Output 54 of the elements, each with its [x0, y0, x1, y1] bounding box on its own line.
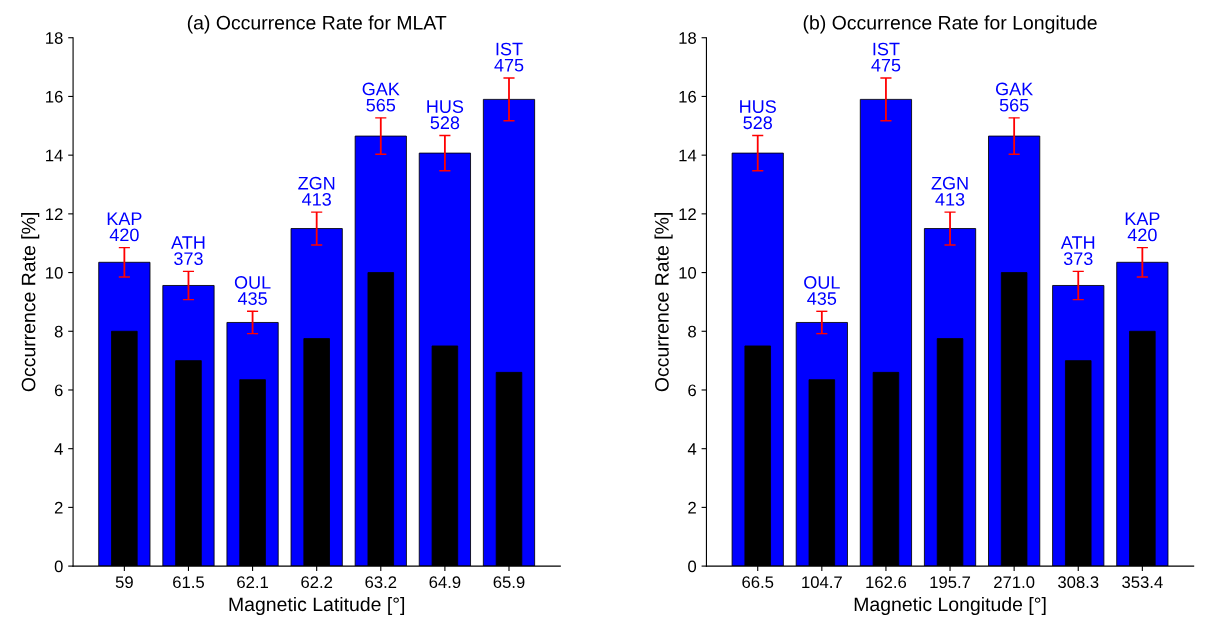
annotation: HUS 528 — [427, 100, 464, 130]
y-tick-label: 16 — [679, 90, 696, 103]
y-tick-label: 10 — [679, 266, 697, 279]
y-tick-label: 14 — [679, 149, 697, 162]
annotation: ATH 373 — [171, 236, 205, 266]
annotation: KAP 420 — [1125, 212, 1160, 242]
annotation: GAK 565 — [362, 82, 400, 112]
x-tick-label: 195.7 — [930, 576, 971, 589]
x-tick-label: 271.0 — [994, 576, 1035, 589]
x-axis-title: Magnetic Longitude [°] — [854, 596, 1046, 616]
x-tick-label: 59 — [115, 576, 133, 589]
annotation: ATH 373 — [1060, 236, 1095, 266]
x-tick-label: 162.6 — [866, 576, 907, 589]
y-tick-label: 4 — [54, 443, 63, 455]
y-tick-label: 12 — [679, 208, 696, 220]
chart-title: (b) Occurrence Rate for Longitude — [803, 15, 1097, 34]
x-tick-label: 62.2 — [301, 576, 333, 589]
chart-title: (a) Occurrence Rate for MLAT — [187, 15, 447, 34]
y-tick-label: 4 — [687, 443, 697, 455]
y-tick-label: 8 — [688, 325, 696, 338]
annotation: HUS 528 — [740, 100, 776, 130]
y-tick-label: 2 — [688, 501, 696, 514]
x-tick-label: 64.9 — [429, 576, 461, 589]
y-tick-label: 10 — [46, 266, 63, 279]
annotation: IST 475 — [871, 42, 901, 72]
x-tick-label: 353.4 — [1122, 576, 1163, 589]
x-tick-label: 61.5 — [173, 576, 204, 589]
annotation: ZGN 413 — [298, 176, 335, 206]
y-tick-label: 8 — [54, 325, 63, 338]
x-tick-label: 62.1 — [237, 576, 268, 589]
x-tick-label: 66.5 — [742, 576, 774, 589]
x-tick-label: 65.9 — [493, 576, 525, 589]
x-tick-label: 308.3 — [1058, 576, 1099, 589]
y-tick-label: 12 — [46, 208, 63, 220]
x-axis-title: Magnetic Latitude [°] — [229, 596, 405, 616]
y-tick-label: 0 — [688, 560, 697, 573]
y-tick-label: 18 — [46, 32, 63, 44]
annotation: GAK 565 — [995, 82, 1034, 112]
y-tick-label: 2 — [54, 501, 63, 514]
annotation: IST 475 — [494, 42, 524, 72]
x-tick-label: 63.2 — [365, 576, 397, 589]
annotation: OUL 435 — [804, 276, 840, 305]
y-tick-label: 6 — [688, 384, 696, 397]
annotation: OUL 435 — [234, 276, 271, 305]
y-tick-label: 14 — [46, 149, 63, 162]
y-tick-label: 0 — [54, 560, 63, 573]
y-tick-label: 18 — [679, 32, 696, 44]
y-axis-title: Occurrence Rate [%] — [654, 213, 673, 392]
x-tick-label: 104.7 — [802, 576, 842, 589]
annotation: ZGN 413 — [931, 176, 968, 206]
y-tick-label: 6 — [54, 384, 63, 397]
y-tick-label: 16 — [46, 90, 63, 103]
annotation: KAP 420 — [107, 212, 142, 242]
y-axis-title: Occurrence Rate [%] — [21, 213, 40, 392]
